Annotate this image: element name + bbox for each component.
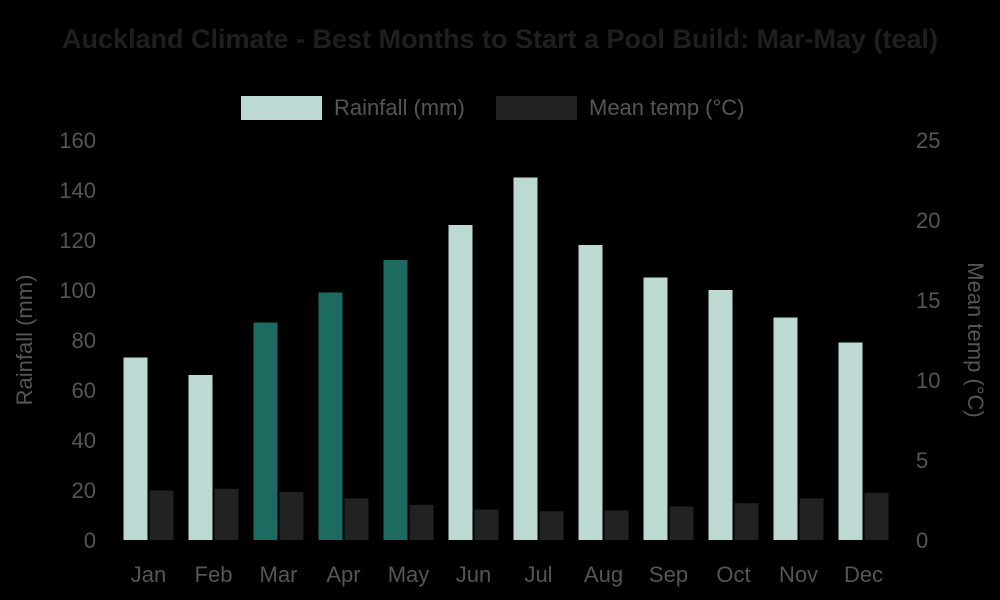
x-tick-label: Dec: [844, 562, 883, 587]
right-tick-label: 15: [916, 288, 940, 313]
temp-bar-sep: [669, 506, 694, 540]
x-tick-label: Sep: [649, 562, 688, 587]
left-tick-label: 120: [59, 228, 96, 253]
rainfall-bar-aug: [578, 245, 603, 540]
left-tick-label: 0: [84, 528, 96, 553]
right-axis-ticks: 0 5 10 15 20 25: [916, 128, 940, 553]
x-tick-label: May: [388, 562, 430, 587]
x-tick-label: Jun: [456, 562, 491, 587]
x-axis-ticks: Jan Feb Mar Apr May Jun Jul Aug Sep Oct Nov Dec: [131, 562, 883, 587]
right-tick-label: 10: [916, 368, 940, 393]
rainfall-bar-jan: [123, 357, 148, 540]
y2-axis-label: Mean temp (°C): [963, 262, 988, 418]
temp-bar-may: [409, 504, 434, 540]
rainfall-bar-jun: [448, 225, 473, 540]
legend-label-rainfall: Rainfall (mm): [334, 95, 465, 120]
x-tick-label: Mar: [260, 562, 298, 587]
y-axis-label: Rainfall (mm): [12, 275, 37, 406]
right-tick-label: 0: [916, 528, 928, 553]
left-tick-label: 60: [72, 378, 96, 403]
left-tick-label: 20: [72, 478, 96, 503]
legend-label-temp: Mean temp (°C): [589, 95, 745, 120]
left-axis-ticks: 0 20 40 60 80 100 120 140 160: [59, 128, 96, 553]
rainfall-bar-nov: [773, 317, 798, 540]
temp-bar-aug: [604, 510, 629, 540]
legend: Rainfall (mm) Mean temp (°C): [241, 95, 745, 120]
left-tick-label: 80: [72, 328, 96, 353]
legend-swatch-rainfall: [241, 96, 322, 120]
right-tick-label: 25: [916, 128, 940, 153]
left-tick-label: 160: [59, 128, 96, 153]
chart-title: Auckland Climate - Best Months to Start …: [62, 24, 938, 54]
bars: [123, 177, 889, 540]
temp-bar-jul: [539, 511, 564, 540]
rainfall-bar-mar: [253, 322, 278, 540]
right-tick-label: 5: [916, 448, 928, 473]
x-tick-label: Oct: [716, 562, 750, 587]
x-tick-label: Feb: [195, 562, 233, 587]
x-tick-label: Apr: [326, 562, 360, 587]
left-tick-label: 40: [72, 428, 96, 453]
temp-bar-nov: [799, 498, 824, 540]
x-tick-label: Jan: [131, 562, 166, 587]
temp-bar-jun: [474, 509, 499, 540]
rainfall-bar-feb: [188, 375, 213, 540]
temp-bar-dec: [864, 492, 889, 540]
temp-bar-oct: [734, 503, 759, 540]
left-tick-label: 140: [59, 178, 96, 203]
legend-swatch-temp: [496, 96, 577, 120]
temp-bar-mar: [279, 492, 304, 540]
rainfall-bar-oct: [708, 290, 733, 540]
rainfall-bar-apr: [318, 292, 343, 540]
temp-bar-apr: [344, 498, 369, 540]
x-tick-label: Aug: [584, 562, 623, 587]
rainfall-bar-jul: [513, 177, 538, 540]
rainfall-bar-sep: [643, 277, 668, 540]
temp-bar-feb: [214, 488, 239, 540]
x-tick-label: Nov: [779, 562, 818, 587]
left-tick-label: 100: [59, 278, 96, 303]
temp-bar-jan: [149, 490, 174, 540]
rainfall-bar-may: [383, 260, 408, 540]
right-tick-label: 20: [916, 208, 940, 233]
x-tick-label: Jul: [524, 562, 552, 587]
rainfall-bar-dec: [838, 342, 863, 540]
